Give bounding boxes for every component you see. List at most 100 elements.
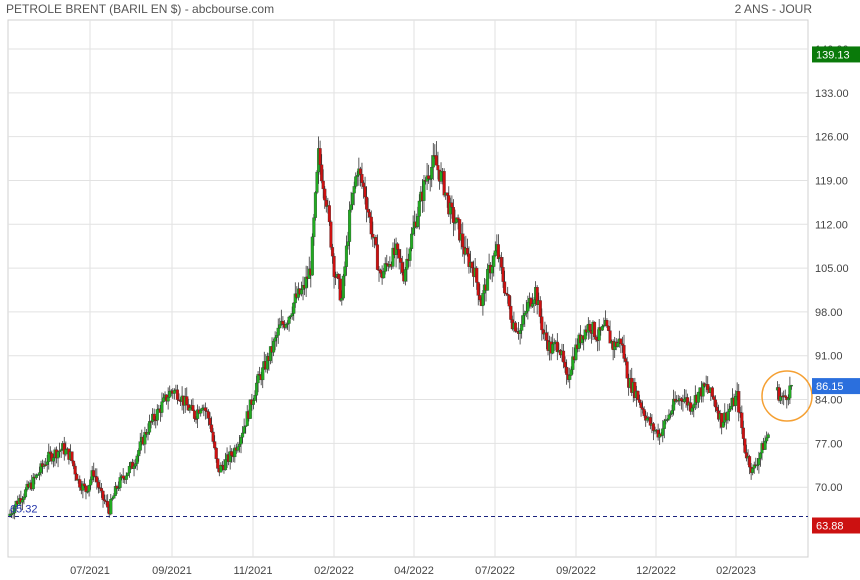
- candle-body: [75, 473, 79, 481]
- candle-body: [755, 464, 759, 467]
- candle-body: [239, 437, 243, 445]
- candle-body: [82, 483, 86, 487]
- candle-body: [188, 407, 192, 411]
- candle-body: [481, 293, 485, 307]
- candle-body: [561, 350, 566, 363]
- candle-body: [726, 411, 730, 421]
- candle-body: [606, 325, 611, 331]
- highlight-circle: [761, 370, 813, 422]
- candle-body: [383, 263, 387, 272]
- candle-body: [506, 293, 510, 296]
- candle-body: [110, 498, 114, 500]
- candle-body: [84, 485, 88, 493]
- badges: 139.13 86.15 63.88: [812, 46, 860, 534]
- candle-body: [64, 449, 68, 455]
- y-tick-label: 119.00: [815, 175, 848, 187]
- candle-body: [358, 168, 362, 175]
- candle-body: [112, 495, 116, 499]
- candle-body: [72, 460, 76, 467]
- candle-body: [22, 496, 26, 500]
- candle-body: [400, 262, 404, 273]
- candle-body: [619, 338, 623, 344]
- candle-body: [223, 459, 228, 471]
- candle-body: [199, 409, 203, 414]
- candle-body: [256, 374, 260, 384]
- candle-body: [422, 180, 426, 201]
- candle-body: [299, 289, 304, 295]
- candle-body: [451, 207, 455, 223]
- candle-body: [121, 475, 125, 479]
- candle-body: [371, 233, 375, 238]
- candle-body: [520, 324, 524, 331]
- candle-body: [493, 250, 497, 256]
- candle-body: [456, 217, 460, 220]
- candle-body: [430, 166, 434, 179]
- candle-body: [789, 384, 793, 387]
- candle-body: [284, 324, 288, 328]
- candle-body: [410, 233, 414, 249]
- candle-body: [192, 410, 197, 419]
- start-price-marker: 65.32: [10, 503, 38, 515]
- candle-body: [720, 413, 724, 428]
- candle-body: [337, 274, 341, 280]
- x-tick-label: 11/2021: [234, 565, 273, 577]
- chart-title: PETROLE BRENT (BARIL EN $) - abcbourse.c…: [6, 2, 275, 16]
- candle-body: [642, 409, 646, 416]
- candle-body: [134, 463, 138, 467]
- candle-body: [637, 399, 642, 403]
- low-price-badge-label: 63.88: [816, 521, 844, 533]
- candle-body: [523, 313, 527, 316]
- candle-body: [503, 281, 507, 294]
- candle-body: [332, 255, 336, 277]
- candle-body: [261, 367, 265, 381]
- candle-body: [713, 399, 718, 408]
- candle-body: [501, 267, 505, 282]
- candle-body: [147, 421, 152, 433]
- candle-body: [216, 458, 220, 469]
- candle-body: [346, 241, 350, 247]
- low-price-badge: [812, 517, 860, 534]
- candle-body: [679, 398, 683, 401]
- candle-body: [588, 323, 592, 331]
- candle-body: [532, 299, 536, 304]
- candle-body: [486, 269, 490, 291]
- candle-body: [379, 269, 383, 274]
- x-tick-label: 09/2022: [556, 565, 596, 577]
- candle-body: [51, 457, 55, 462]
- overlay: 65.32: [8, 370, 813, 517]
- candles: [8, 136, 793, 520]
- candle-body: [196, 409, 200, 419]
- candle-body: [344, 245, 349, 267]
- candle-body: [476, 282, 480, 296]
- candle-body: [85, 491, 90, 493]
- candle-body: [417, 200, 421, 217]
- high-price-badge-label: 139.13: [816, 49, 850, 61]
- candle-body: [496, 244, 500, 260]
- candle-body: [272, 340, 276, 353]
- candle-body: [403, 269, 407, 282]
- candle-body: [594, 336, 598, 341]
- y-tick-label: 126.00: [815, 132, 849, 144]
- candle-body: [445, 192, 449, 196]
- candle-body: [278, 324, 282, 329]
- candle-body: [290, 313, 294, 317]
- candle-body: [751, 468, 755, 473]
- candle-body: [788, 385, 792, 399]
- candle-body: [253, 395, 257, 401]
- candle-body: [623, 358, 628, 362]
- candle-body: [185, 396, 189, 405]
- candle-body: [783, 395, 787, 398]
- candle-body: [690, 407, 694, 412]
- candle-body: [492, 255, 496, 267]
- candle-body: [352, 186, 356, 194]
- candle-body: [78, 479, 82, 488]
- candle-body: [45, 461, 49, 465]
- candle-body: [118, 477, 122, 488]
- candle-body: [281, 320, 285, 325]
- candle-body: [323, 188, 327, 201]
- candle-body: [396, 243, 400, 250]
- candle-body: [206, 411, 211, 419]
- candle-body: [48, 451, 52, 454]
- candle-body: [310, 236, 314, 276]
- candle-body: [692, 404, 696, 409]
